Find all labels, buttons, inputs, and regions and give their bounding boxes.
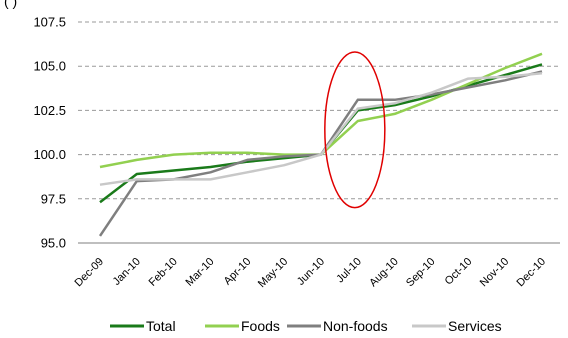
y-tick-label: 97.5 bbox=[41, 191, 66, 206]
legend-label: Non-foods bbox=[323, 318, 388, 334]
x-tick-label: Dec-09 bbox=[73, 256, 107, 290]
top-partial-text: ( ) bbox=[4, 0, 17, 9]
legend-label: Services bbox=[448, 318, 502, 334]
x-tick-label: Sep-10 bbox=[404, 256, 438, 290]
series-lines bbox=[98, 52, 543, 237]
x-tick-label: Feb-10 bbox=[147, 256, 180, 289]
annotations bbox=[324, 51, 386, 209]
y-axis-ticks: 95.0 97.5 100.0 102.5 105.0 107.5 bbox=[33, 15, 66, 251]
x-tick-label: Mar-10 bbox=[183, 256, 216, 289]
x-tick-label: Dec-10 bbox=[515, 256, 549, 290]
y-tick-label: 105.0 bbox=[33, 59, 66, 74]
series-line-foods bbox=[99, 52, 543, 169]
legend-label: Foods bbox=[241, 318, 280, 334]
x-tick-label: Nov-10 bbox=[478, 256, 512, 290]
x-tick-label: Aug-10 bbox=[367, 256, 401, 290]
legend-label: Total bbox=[146, 318, 176, 334]
y-tick-label: 100.0 bbox=[33, 147, 66, 162]
gridlines bbox=[78, 21, 560, 200]
x-tick-label: Apr-10 bbox=[222, 256, 254, 288]
highlight-ellipse bbox=[324, 51, 386, 209]
legend: Total Foods Non-foods Services bbox=[110, 318, 502, 334]
x-tick-label: Oct-10 bbox=[443, 256, 475, 288]
y-tick-label: 102.5 bbox=[33, 103, 66, 118]
x-tick-label: Jun-10 bbox=[295, 256, 327, 288]
x-tick-label: Jan-10 bbox=[111, 256, 143, 288]
x-tick-label: Jul-10 bbox=[334, 256, 364, 286]
x-tick-label: May-10 bbox=[256, 256, 290, 290]
series-line-services bbox=[99, 72, 543, 186]
x-axis-ticks: Dec-09 Jan-10 Feb-10 Mar-10 Apr-10 May-10 Jun-… bbox=[73, 256, 549, 290]
y-tick-label: 95.0 bbox=[41, 236, 66, 251]
y-tick-label: 107.5 bbox=[33, 15, 66, 30]
